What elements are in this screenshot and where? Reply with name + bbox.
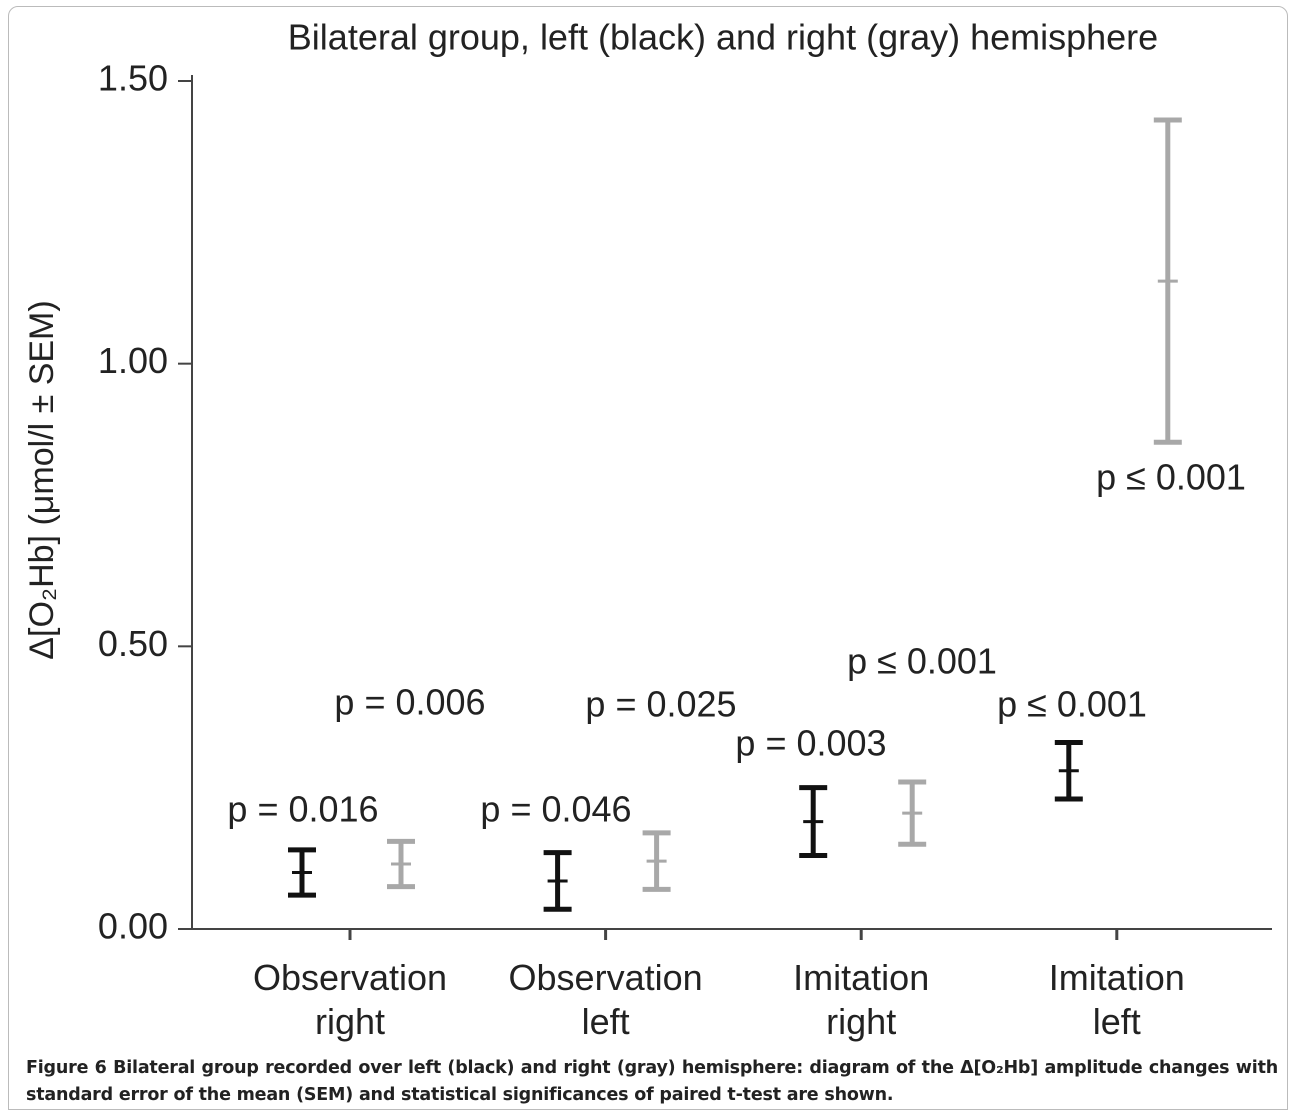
y-tick-label: 0.50 xyxy=(98,623,168,664)
p-value: p = 0.046 xyxy=(480,789,631,830)
x-tick-label: Imitation right xyxy=(793,957,929,1042)
y-axis-label: Δ[O₂Hb] (μmol/l ± SEM) xyxy=(23,300,61,659)
x-tick-label: Observation left xyxy=(509,957,703,1042)
caption: Figure 6 Bilateral group recorded over l… xyxy=(26,1055,1278,1109)
x-tick-label: Imitation left xyxy=(1049,957,1185,1042)
chart-title: Bilateral group, left (black) and right … xyxy=(288,17,1158,58)
chart: Bilateral group, left (black) and right … xyxy=(23,17,1272,1042)
y-tick-label: 1.00 xyxy=(98,340,168,381)
caption-text: Bilateral group recorded over left (blac… xyxy=(26,1058,1278,1105)
y-tick-label: 1.50 xyxy=(98,58,168,99)
figure-frame xyxy=(8,6,1288,1110)
p-value: p = 0.025 xyxy=(585,684,736,725)
caption-label: Figure 6 xyxy=(26,1058,107,1078)
p-value: p = 0.006 xyxy=(334,682,485,723)
p-value: p ≤ 0.001 xyxy=(997,684,1147,725)
p-value: p = 0.016 xyxy=(227,789,378,830)
x-tick-label: Observation right xyxy=(253,957,447,1042)
p-value: p ≤ 0.001 xyxy=(847,641,997,682)
p-value: p ≤ 0.001 xyxy=(1096,457,1246,498)
y-tick-label: 0.00 xyxy=(98,906,168,947)
p-value: p = 0.003 xyxy=(735,723,886,764)
